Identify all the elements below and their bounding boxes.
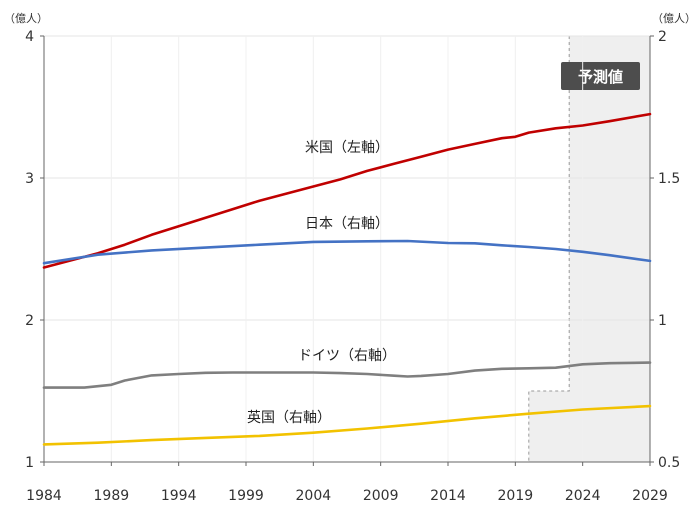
forecast-region: 予測値 bbox=[528, 36, 650, 462]
right-tick-label: 0.5 bbox=[658, 455, 680, 471]
left-tick-label: 1 bbox=[25, 455, 34, 471]
left-tick-label: 3 bbox=[25, 171, 34, 187]
forecast-shade bbox=[528, 36, 650, 462]
forecast-badge bbox=[561, 62, 640, 90]
series-line bbox=[42, 361, 652, 389]
left-tick-label: 4 bbox=[25, 29, 34, 45]
x-tick-label: 2014 bbox=[430, 488, 466, 504]
forecast-label: 予測値 bbox=[578, 68, 623, 86]
axes: 1 2 3 4 0.5 1 1.5 2 1984 1989 1994 1999 2004 2009 2014… bbox=[4, 12, 696, 504]
x-tick-label: 2004 bbox=[296, 488, 332, 504]
x-tick-label: 2019 bbox=[498, 488, 534, 504]
series-lines bbox=[42, 112, 652, 446]
x-tick-label: 1984 bbox=[26, 488, 62, 504]
x-tick-label: 2009 bbox=[363, 488, 399, 504]
x-tick-label: 1994 bbox=[161, 488, 197, 504]
series-label: 英国（右軸） bbox=[247, 409, 331, 426]
left-tick-label: 2 bbox=[25, 313, 34, 329]
series-label: 米国（左軸） bbox=[305, 140, 389, 156]
series-line bbox=[42, 404, 652, 446]
left-axis-unit: （億人） bbox=[4, 12, 48, 25]
x-tick-label: 2029 bbox=[632, 488, 668, 504]
right-tick-label: 1.5 bbox=[658, 171, 680, 187]
series-line bbox=[42, 112, 652, 269]
right-tick-label: 1 bbox=[658, 313, 667, 329]
series-label: 日本（右軸） bbox=[305, 216, 389, 232]
right-tick-label: 2 bbox=[658, 29, 667, 45]
x-tick-label: 1989 bbox=[94, 488, 130, 504]
x-tick-label: 1999 bbox=[228, 488, 264, 504]
x-tick-label: 2024 bbox=[565, 488, 601, 504]
series-line bbox=[42, 239, 652, 265]
series-labels: 米国（左軸） 日本（右軸） ドイツ（右軸） 英国（右軸） bbox=[247, 140, 396, 426]
right-axis-unit: （億人） bbox=[652, 12, 696, 25]
gridlines bbox=[43, 35, 651, 462]
series-label: ドイツ（右軸） bbox=[298, 348, 396, 364]
